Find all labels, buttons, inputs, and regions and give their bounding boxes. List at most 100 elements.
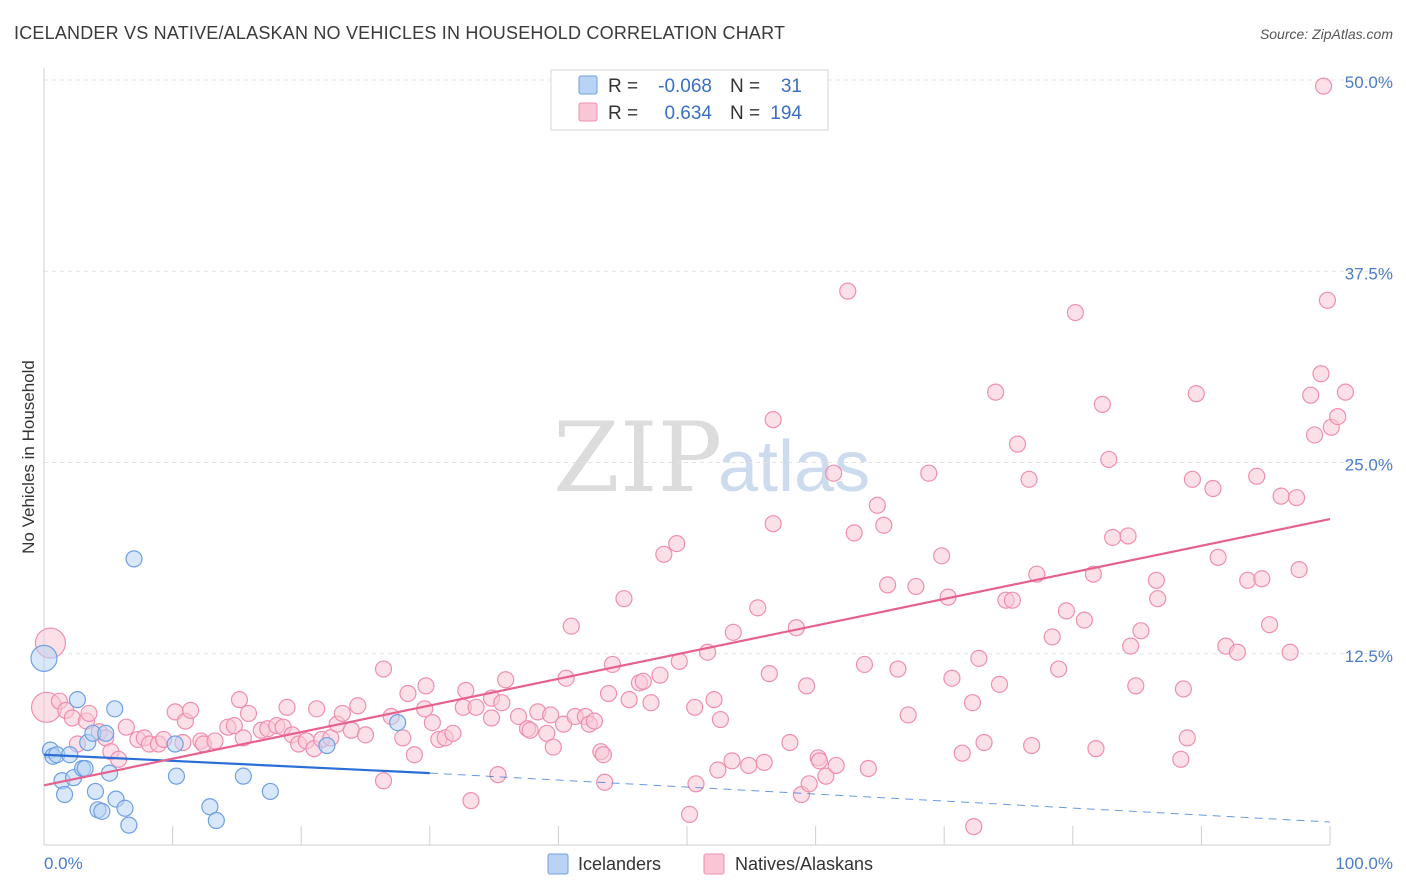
legend-n-label-1: N = [730, 76, 760, 97]
y-tick-label: 12.5% [1345, 647, 1393, 666]
native-alaskan-point [444, 724, 462, 742]
native-alaskan-point [875, 516, 893, 534]
series-legend-swatch-icelanders [547, 853, 569, 875]
icelander-point [86, 782, 105, 801]
native-alaskan-point [1336, 383, 1355, 401]
native-alaskan-point [542, 706, 560, 724]
native-alaskan-point [1066, 303, 1084, 322]
native-alaskan-point [117, 718, 135, 736]
native-alaskan-point [1104, 528, 1122, 547]
native-alaskan-point [1043, 628, 1061, 646]
native-alaskan-point [855, 655, 874, 674]
native-alaskan-point [953, 744, 971, 762]
y-tick-label: 25.0% [1345, 456, 1393, 475]
native-alaskan-point [1057, 602, 1075, 620]
native-alaskan-point [603, 655, 622, 674]
native-alaskan-point [1149, 590, 1167, 608]
native-alaskan-point [405, 746, 423, 764]
x-tick-label: 100.0% [1335, 854, 1393, 873]
native-alaskan-point [497, 671, 515, 689]
native-alaskan-point [482, 709, 501, 727]
icelander-point [167, 767, 186, 785]
native-alaskan-point [1023, 736, 1041, 755]
native-alaskan-point [680, 805, 699, 824]
native-alaskan-point [1187, 385, 1205, 403]
icelander-point [234, 767, 252, 785]
native-alaskan-point [651, 666, 669, 684]
native-alaskan-point [668, 534, 686, 553]
native-alaskan-point [225, 717, 243, 735]
native-alaskan-point [417, 677, 435, 695]
native-alaskan-point [333, 704, 351, 723]
icelander-point [201, 798, 219, 816]
native-alaskan-point [1239, 571, 1257, 589]
native-alaskan-point [740, 756, 758, 775]
icelander-point [68, 691, 87, 709]
native-alaskan-point [723, 752, 741, 770]
icelander-point [261, 782, 279, 801]
chart-title: ICELANDER VS NATIVE/ALASKAN NO VEHICLES … [14, 23, 785, 43]
native-alaskan-point [907, 577, 925, 596]
native-alaskan-point [1075, 611, 1093, 629]
native-alaskan-point [1178, 729, 1196, 747]
native-alaskan-point [1119, 527, 1137, 545]
native-alaskan-point [1209, 548, 1227, 566]
native-alaskan-point [764, 515, 782, 533]
native-alaskan-point [827, 756, 845, 775]
native-alaskan-point [760, 665, 778, 683]
native-alaskan-point [615, 590, 633, 608]
series-legend: Icelanders Natives/Alaskans [547, 853, 873, 875]
native-alaskan-point [1183, 470, 1201, 488]
native-alaskan-point [943, 669, 961, 687]
native-alaskan-point [342, 721, 360, 739]
native-alaskan-point [594, 746, 613, 764]
native-alaskan-point [230, 691, 249, 709]
native-alaskan-point [933, 547, 951, 565]
native-alaskan-point [1084, 565, 1102, 583]
native-alaskan-point [963, 694, 982, 712]
icelander-point [120, 816, 138, 834]
native-alaskan-point [686, 698, 704, 716]
chart-source: Source: ZipAtlas.com [1260, 26, 1393, 42]
native-alaskan-point [1174, 680, 1192, 698]
native-alaskan-point [987, 383, 1005, 401]
native-alaskan-point [970, 649, 988, 667]
legend-swatch-natives [578, 102, 598, 122]
native-alaskan-point [1093, 395, 1111, 413]
native-alaskan-point [1281, 643, 1299, 661]
stats-legend: R = -0.068 N = 31 R = 0.634 N = 194 [550, 69, 829, 131]
icelanders-trend-extension [429, 772, 1331, 823]
native-alaskan-point [1087, 740, 1105, 758]
x-tick-labels: 0.0% 100.0% [44, 854, 1393, 873]
native-alaskan-point [599, 684, 618, 703]
native-alaskan-point [585, 712, 604, 730]
icelander-point [93, 802, 111, 820]
native-alaskan-point [1248, 467, 1266, 485]
native-alaskan-point [634, 672, 652, 690]
native-alaskan-point [1253, 570, 1271, 588]
native-alaskan-point [965, 818, 983, 836]
native-alaskan-point [1260, 616, 1279, 634]
trend-lines [43, 518, 1331, 823]
series-legend-swatch-natives [703, 853, 725, 875]
native-alaskan-point [764, 411, 782, 429]
native-alaskan-point [1312, 365, 1330, 383]
native-alaskan-point [859, 759, 877, 778]
native-alaskan-point [1122, 637, 1140, 655]
native-alaskan-point [278, 698, 296, 716]
native-alaskan-point [239, 704, 258, 723]
watermark-zip: ZIP [553, 402, 722, 514]
native-alaskan-point [493, 694, 511, 712]
icelander-point [318, 736, 336, 755]
native-alaskan-point [620, 691, 638, 709]
icelanders-trend-line [43, 753, 430, 775]
native-alaskan-point [1318, 291, 1337, 309]
native-alaskan-point [356, 726, 375, 744]
native-alaskan-point [1003, 591, 1021, 609]
icelander-point [106, 700, 124, 718]
native-alaskan-point [825, 464, 843, 482]
native-alaskan-point [1272, 487, 1290, 505]
native-alaskan-point [1302, 386, 1320, 404]
y-tick-label: 50.0% [1345, 73, 1393, 92]
